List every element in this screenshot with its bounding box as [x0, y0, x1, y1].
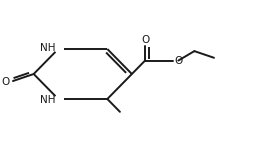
Text: O: O [175, 56, 183, 66]
Text: O: O [2, 77, 10, 87]
Text: NH: NH [40, 95, 55, 105]
Text: O: O [141, 34, 149, 45]
Text: NH: NH [40, 43, 55, 53]
